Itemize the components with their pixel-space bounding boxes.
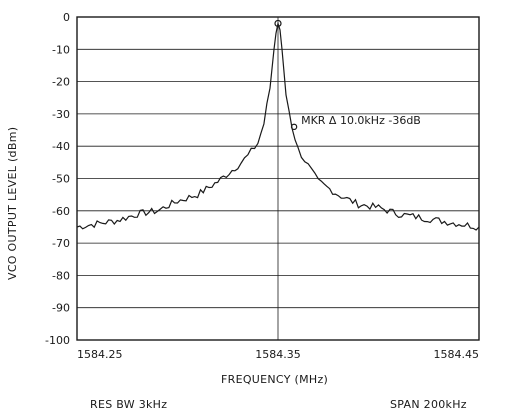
- span-label: SPAN 200kHz: [390, 398, 467, 411]
- peak-marker: [274, 19, 282, 28]
- y-tick-label: -20: [52, 76, 70, 89]
- y-tick-label: -100: [45, 334, 70, 347]
- spectrum-trace: [76, 21, 480, 231]
- x-tick-labels: 1584.25 1584.35 1584.45: [77, 348, 479, 361]
- y-tick-label: -40: [52, 140, 70, 153]
- y-tick-label: 0: [63, 11, 70, 24]
- y-tick-label: -70: [52, 237, 70, 250]
- x-tick-label: 1584.45: [434, 348, 480, 361]
- plot-frame: [76, 16, 480, 341]
- y-tick-label: -30: [52, 108, 70, 121]
- x-tick-label: 1584.35: [255, 348, 301, 361]
- x-tick-label: 1584.25: [77, 348, 123, 361]
- y-tick-label: -10: [52, 43, 70, 56]
- x-axis-label: FREQUENCY (MHz): [221, 373, 329, 386]
- y-axis-label: VCO OUTPUT LEVEL (dBm): [6, 126, 19, 280]
- delta-marker: [290, 123, 298, 131]
- y-tick-label: -50: [52, 173, 70, 186]
- y-tick-labels: 0 -10 -20 -30 -40 -50 -60 -70 -80 -90 -100: [45, 11, 70, 347]
- marker-readout: MKR Δ 10.0kHz -36dB: [301, 114, 421, 127]
- y-tick-label: -60: [52, 205, 70, 218]
- y-tick-label: -90: [52, 302, 70, 315]
- grid-lines: [77, 16, 479, 341]
- res-bw-label: RES BW 3kHz: [90, 398, 168, 411]
- y-tick-label: -80: [52, 269, 70, 282]
